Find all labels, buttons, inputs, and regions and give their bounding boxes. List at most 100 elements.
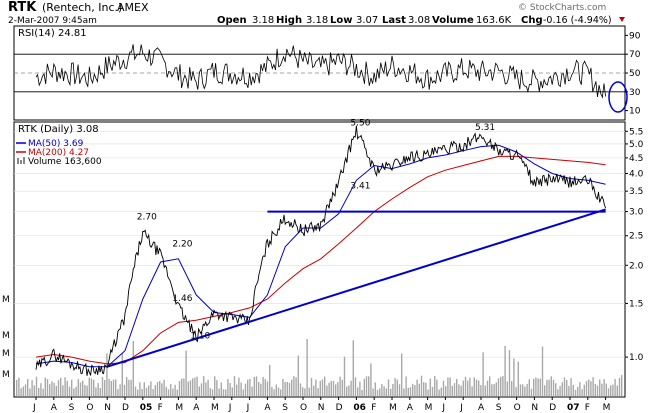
volume-bar bbox=[504, 345, 506, 396]
volume-bar bbox=[207, 379, 209, 396]
volume-bar bbox=[434, 376, 436, 396]
datetime: 2-Mar-2007 9:45am bbox=[8, 16, 97, 26]
volume-bar bbox=[269, 364, 271, 396]
x-tick-label: M bbox=[603, 403, 611, 413]
volume-bar bbox=[533, 378, 535, 396]
price-annotations: 2.70 2.20 1.46 1.10 5.50 3.41 5.31 bbox=[137, 118, 495, 341]
volume-bar bbox=[618, 378, 621, 396]
volume-bar bbox=[244, 383, 247, 396]
x-tick-label: F bbox=[371, 403, 376, 413]
volume-bar bbox=[339, 376, 341, 396]
volume-bar bbox=[24, 384, 27, 396]
volume-bar bbox=[392, 384, 394, 396]
watermark: © StockCharts.com bbox=[518, 3, 606, 13]
volume-bar bbox=[365, 376, 368, 396]
volume-bar bbox=[544, 385, 546, 396]
volume-bar bbox=[249, 379, 251, 396]
volume-bar bbox=[46, 379, 49, 396]
volume-bar bbox=[251, 386, 253, 396]
x-tick-label: S bbox=[282, 403, 288, 413]
volume-bar bbox=[115, 379, 117, 396]
x-tick-label: M bbox=[389, 403, 397, 413]
rsi-line bbox=[35, 44, 606, 99]
volume-bar bbox=[49, 384, 51, 396]
x-tick-label: O bbox=[86, 403, 93, 413]
volume-bar bbox=[321, 379, 324, 396]
volume-bar bbox=[266, 381, 269, 396]
volume-bar bbox=[291, 379, 293, 396]
symbol: RTK bbox=[8, 0, 37, 15]
price-legend: RTK (Daily) 3.08 MA(50) 3.69 MA(200) 4.2… bbox=[16, 124, 102, 167]
x-tick-label: A bbox=[407, 403, 414, 413]
volume-bar bbox=[464, 376, 467, 396]
volume-bar bbox=[227, 379, 229, 396]
volume-bar bbox=[594, 383, 596, 396]
volume-bar bbox=[414, 385, 416, 396]
x-tick-label: N bbox=[531, 403, 538, 413]
exchange: AMEX bbox=[117, 1, 149, 14]
volume-bar bbox=[495, 382, 497, 396]
volume-bar bbox=[121, 352, 123, 396]
legend-price: RTK (Daily) 3.08 bbox=[18, 124, 99, 135]
volume-bar bbox=[429, 378, 431, 396]
x-tick-label: J bbox=[246, 403, 250, 413]
x-tick-label: A bbox=[264, 403, 271, 413]
volume-bar bbox=[379, 388, 381, 396]
volume-bar bbox=[346, 386, 348, 396]
volume-bar bbox=[75, 386, 77, 396]
volume-bar bbox=[229, 383, 231, 396]
volume-bar bbox=[319, 380, 321, 396]
volume-bar bbox=[302, 387, 304, 396]
volume-bar bbox=[220, 382, 222, 396]
volume-bar bbox=[288, 382, 291, 396]
volume-bar bbox=[599, 379, 601, 396]
volume-bar bbox=[486, 380, 489, 396]
volume-bar bbox=[341, 380, 343, 396]
volume-bar bbox=[222, 389, 225, 396]
volume-bar bbox=[552, 379, 555, 396]
legend-volume-swatch bbox=[23, 157, 25, 164]
volume-bar bbox=[574, 389, 577, 396]
volume-bar bbox=[192, 378, 194, 396]
volume-bar bbox=[590, 381, 592, 396]
volume-bar bbox=[44, 377, 46, 396]
volume-bar bbox=[612, 384, 614, 396]
volume-bar bbox=[418, 383, 420, 396]
volume-bar bbox=[154, 385, 156, 396]
rsi-tick-label: 70 bbox=[629, 50, 641, 60]
x-tick-label: D bbox=[336, 403, 343, 413]
volume-bar bbox=[293, 376, 295, 396]
volume-bar bbox=[31, 380, 33, 396]
volume-bar bbox=[451, 386, 453, 396]
volume-bar bbox=[383, 386, 385, 396]
volume-bar bbox=[315, 379, 317, 396]
volume-bar bbox=[253, 377, 255, 396]
volume-bar bbox=[348, 385, 350, 396]
volume-bar bbox=[352, 340, 354, 396]
volume-bar bbox=[588, 379, 590, 396]
volume-bar bbox=[110, 380, 112, 396]
volume-bar bbox=[438, 389, 440, 396]
x-tick-label: D bbox=[549, 403, 556, 413]
volume-bar bbox=[445, 386, 447, 396]
price-panel: 1.0 1.5 2.0 2.5 3.0 3.5 4.0 4.5 5.0 5.5 M M M M 2… bbox=[2, 118, 644, 398]
volume-bar bbox=[313, 385, 315, 396]
rsi-tick-label: 50 bbox=[629, 69, 641, 79]
volume-bar bbox=[165, 387, 167, 396]
volume-bar bbox=[247, 379, 249, 396]
volume-bar bbox=[475, 379, 478, 396]
company-name: (Rentech, Inc.) bbox=[42, 1, 122, 14]
volume-bar bbox=[398, 384, 401, 396]
x-tick-label: 05 bbox=[140, 403, 153, 413]
volume-bar bbox=[559, 386, 561, 396]
volume-bar bbox=[350, 380, 352, 396]
volume-bar bbox=[86, 385, 88, 396]
x-tick-label: O bbox=[514, 403, 521, 413]
volume-bar bbox=[53, 382, 55, 396]
volume-bar bbox=[614, 379, 616, 396]
volume-bar bbox=[106, 353, 108, 396]
volume-value: 163.6K bbox=[476, 15, 512, 26]
price-tick-label: 3.0 bbox=[629, 208, 644, 218]
volume-bar bbox=[535, 377, 537, 396]
